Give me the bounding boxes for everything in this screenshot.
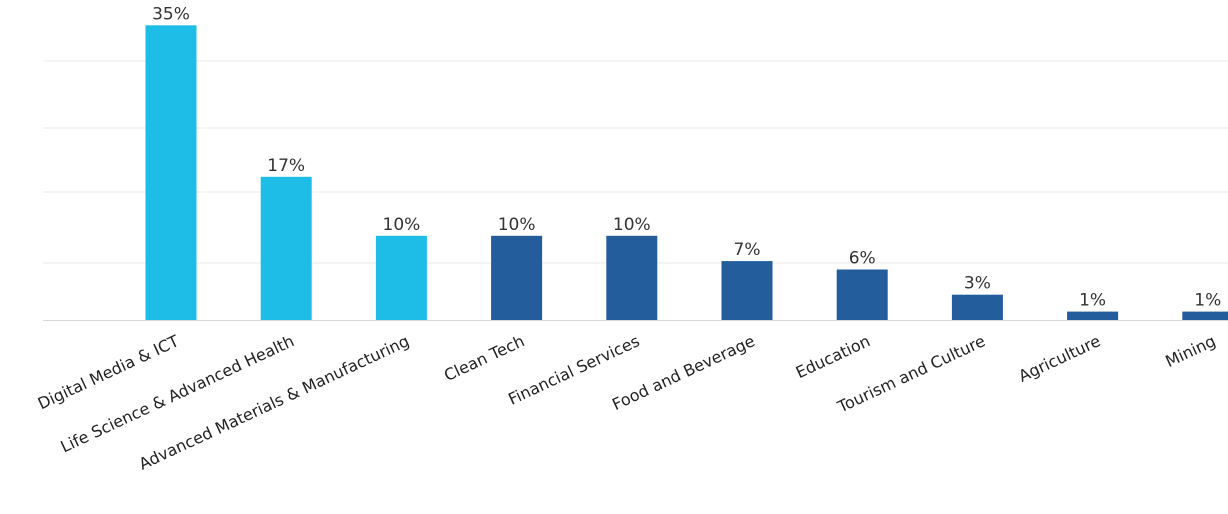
bar (951, 294, 1003, 320)
bars (145, 25, 1228, 321)
data-label: 3% (964, 274, 991, 294)
data-label: 35% (152, 4, 190, 24)
data-label: 10% (498, 215, 536, 235)
x-tick-label: Mining (1162, 331, 1218, 371)
data-label: 1% (1079, 291, 1106, 311)
bar (721, 261, 773, 320)
data-label: 1% (1194, 291, 1221, 311)
bar (1182, 311, 1228, 320)
bar (145, 25, 197, 321)
x-tick-label: Education (793, 331, 873, 382)
data-label: 10% (383, 215, 421, 235)
bar (491, 235, 543, 320)
x-tick-label: Clean Tech (441, 331, 527, 385)
data-label: 7% (734, 240, 761, 260)
x-tick-label: Agriculture (1016, 331, 1104, 385)
data-label: 6% (849, 249, 876, 269)
bar (1067, 311, 1119, 320)
data-label: 17% (267, 156, 305, 176)
bar (836, 269, 888, 320)
bar (260, 176, 312, 320)
bar (606, 235, 658, 320)
data-labels: 35% 17% 10% 10% 10% 7% 6% 3% 1% 1% (152, 4, 1221, 310)
data-label: 10% (613, 215, 651, 235)
gridlines (43, 60, 1228, 321)
bar (375, 235, 427, 320)
